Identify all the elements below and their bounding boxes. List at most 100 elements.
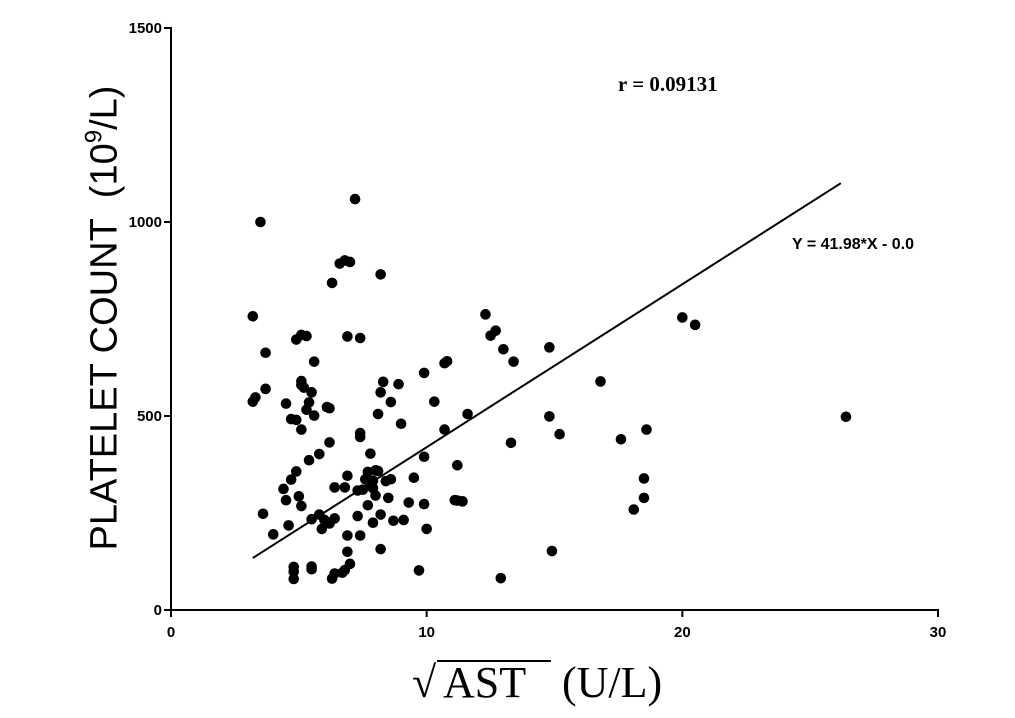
y-axis-label-unit-exp: 9: [80, 130, 107, 143]
data-point: [278, 483, 289, 495]
data-point: [260, 383, 271, 395]
data-point: [362, 499, 374, 511]
x-axis-label: √ AST (U/L): [412, 658, 662, 707]
data-point: [285, 474, 297, 485]
data-point: [247, 310, 259, 322]
data-point: [354, 431, 366, 443]
x-tick-label: 0: [167, 624, 175, 641]
data-point: [342, 530, 353, 541]
data-point: [413, 565, 425, 576]
data-point: [375, 387, 386, 398]
data-point: [293, 491, 305, 502]
data-point: [441, 355, 453, 367]
data-point: [375, 269, 386, 280]
y-tick-label: 1000: [129, 214, 162, 231]
data-point: [365, 448, 376, 459]
y-tick-label: 0: [154, 602, 162, 619]
data-point: [329, 568, 340, 579]
y-axis-label-unit-post: /L): [83, 86, 125, 130]
axes: [170, 27, 939, 611]
data-point: [429, 396, 440, 407]
data-point: [257, 508, 269, 520]
x-tick-label: 30: [930, 624, 947, 641]
data-point: [296, 424, 307, 435]
data-point: [439, 424, 450, 435]
data-point: [288, 573, 300, 585]
data-point: [352, 510, 363, 522]
data-point: [418, 367, 430, 379]
data-point: [508, 356, 519, 367]
data-point: [283, 520, 294, 531]
data-point: [398, 514, 409, 526]
data-point: [298, 382, 310, 393]
x-axis-label-radical: √: [412, 658, 437, 707]
data-point: [370, 490, 381, 501]
data-point: [375, 509, 386, 520]
x-tick-label: 20: [674, 624, 691, 641]
data-point: [354, 332, 366, 344]
data-point: [280, 494, 292, 506]
data-point: [308, 356, 320, 367]
data-point: [329, 513, 340, 524]
data-point: [324, 437, 335, 448]
data-point: [267, 529, 279, 540]
y-axis-label: PLATELET COUNT (109/L): [80, 86, 125, 551]
data-point: [452, 459, 463, 471]
data-point: [308, 410, 320, 421]
data-point: [303, 397, 315, 408]
data-point: [301, 330, 312, 342]
data-point: [339, 482, 351, 493]
data-point: [250, 392, 261, 403]
y-tick-label: 500: [137, 408, 162, 425]
data-point: [260, 347, 271, 359]
data-point: [326, 277, 338, 289]
data-point: [641, 424, 652, 435]
data-point: [457, 496, 468, 507]
data-point: [296, 500, 307, 512]
data-point: [377, 376, 389, 388]
data-point: [638, 473, 650, 484]
data-point: [344, 256, 356, 268]
data-point: [375, 543, 386, 555]
data-point: [395, 418, 407, 430]
data-point: [689, 319, 701, 331]
data-point: [349, 193, 361, 205]
x-axis-label-main: AST: [443, 658, 526, 707]
data-point: [372, 465, 384, 477]
data-point: [354, 530, 366, 541]
data-point: [480, 309, 491, 320]
data-point: [280, 398, 292, 409]
data-point: [306, 387, 317, 398]
regression-equation: Y = 41.98*X - 0.0: [792, 236, 914, 253]
data-point: [421, 523, 432, 535]
x-axis-label-unit: (U/L): [562, 658, 662, 707]
data-point: [595, 376, 606, 387]
data-point: [306, 563, 317, 575]
data-point: [372, 408, 384, 420]
data-point: [505, 437, 517, 449]
data-point: [393, 378, 404, 390]
data-point: [403, 497, 415, 508]
data-point: [342, 546, 353, 558]
data-point: [840, 411, 852, 423]
data-point: [344, 558, 356, 570]
data-point: [418, 498, 430, 510]
data-point: [342, 470, 353, 482]
data-point: [408, 472, 420, 483]
data-point: [342, 331, 353, 342]
data-point: [329, 482, 340, 493]
data-point: [495, 572, 507, 584]
data-point: [544, 342, 555, 353]
x-ticks: 0 10 20 30: [167, 610, 947, 641]
y-axis-label-unit-pre: (10: [83, 143, 125, 198]
data-point: [544, 411, 555, 422]
data-point: [367, 517, 379, 528]
data-point: [383, 492, 394, 504]
y-axis-label-main: PLATELET COUNT: [83, 218, 125, 550]
data-point: [313, 448, 325, 460]
data-points: [247, 193, 852, 585]
data-point: [324, 402, 335, 414]
data-point: [498, 343, 509, 355]
data-point: [303, 454, 315, 466]
